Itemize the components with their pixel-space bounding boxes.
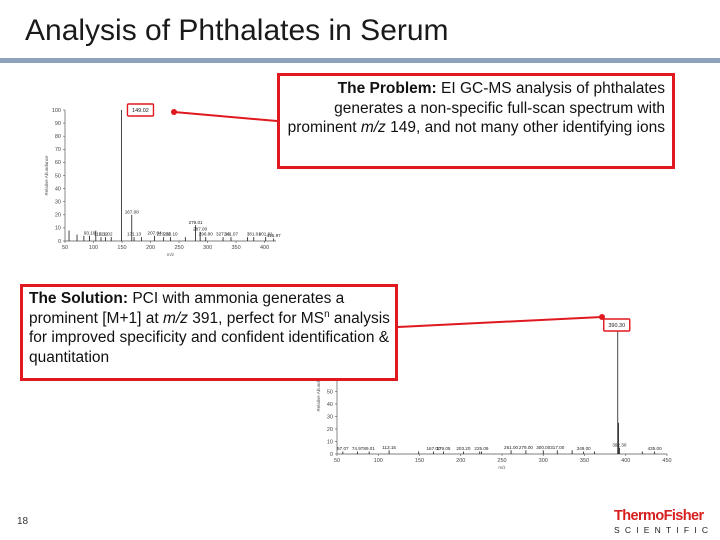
slide-title: Analysis of Phthalates in Serum [25,14,449,47]
peak-label: 167.00 [426,446,440,451]
base-peak-label: 149.02 [132,108,149,114]
peak-label: 296.80 [199,232,213,237]
peak-label: 349.00 [577,446,591,451]
peak-label: 93.10 [84,230,96,235]
problem-text-1: EI GC-MS analysis of phthalates generate… [287,80,665,136]
solution-callout: The Solution: PCI with ammonia generates… [20,284,398,381]
page-number: 18 [17,516,29,527]
y-tick-label: 10 [327,439,333,445]
peak-label: 392.30 [612,442,626,447]
y-axis-title: Relative Abundance [316,371,321,412]
y-tick-label: 60 [55,160,61,166]
x-axis-title: m/z [167,252,175,257]
x-tick-label: 450 [662,458,671,464]
peak-label: 113.15 [382,445,396,450]
base-peak-box [603,318,631,332]
y-tick-label: 40 [327,402,333,408]
y-axis-title: Relative Abundance [44,155,49,196]
x-tick-label: 100 [89,245,98,251]
x-tick-label: 250 [174,245,183,251]
peak-label: 89.01 [363,446,375,451]
peak-label: 235.10 [164,232,178,237]
x-tick-label: 250 [497,458,506,464]
peak-label: 207.04 [148,230,162,235]
peak-label: 300.00 [536,445,550,450]
solution-sup: n [324,308,330,320]
title-divider [0,58,720,63]
problem-mz: m/z [360,119,386,136]
x-tick-label: 150 [415,458,424,464]
y-tick-label: 80 [55,134,61,140]
ei-spectrum-chart: 0 10 20 30 40 50 60 70 80 90 100 50 100 150 200 250 300 3… [40,98,282,258]
y-tick-label: 30 [55,200,61,206]
x-tick-label: 300 [539,458,548,464]
x-tick-label: 100 [374,458,383,464]
base-peak-box [126,103,155,117]
x-axis-title: m/z [498,465,506,470]
x-tick-label: 300 [203,245,212,251]
problem-heading: The Problem: [337,80,437,97]
base-peak-label: 390.30 [608,323,625,329]
y-tick-label: 0 [58,239,61,245]
peak-label: 74.97 [352,446,364,451]
logo-brand: ThermoFisher [614,508,704,524]
peak-label: 415.97 [267,233,281,238]
peak-label: 179.05 [436,446,450,451]
peak-label: 327.16 [216,232,230,237]
ei-spectrum-svg: 0 10 20 30 40 50 60 70 80 90 100 50 100 150 200 250 300 3… [44,103,281,257]
y-tick-label: 50 [55,173,61,179]
x-tick-label: 350 [231,245,240,251]
peak-label: 401.91 [259,232,273,237]
problem-callout: The Problem: EI GC-MS analysis of phthal… [277,73,675,169]
y-tick-label: 0 [330,452,333,458]
solution-text-1: PCI with ammonia generates a prominent [… [29,290,345,327]
y-tick-label: 40 [55,186,61,192]
y-tick-label: 10 [55,226,61,232]
logo-sub: SCIENTIFIC [614,525,714,535]
solution-mz: m/z [162,309,188,327]
peak-label: 435.00 [648,446,662,451]
peak-label: 113.12 [94,232,108,237]
peak-label: 171.13 [127,232,141,237]
peak-label: 381.01 [247,232,261,237]
peak-label: 341.07 [224,232,238,237]
peak-label: 279.01 [189,220,203,225]
y-tick-label: 30 [327,414,333,420]
x-tick-label: 50 [334,458,340,464]
x-tick-label: 350 [580,458,589,464]
peak-label: 223.02 [157,232,171,237]
x-tick-label: 50 [62,245,68,251]
y-tick-label: 100 [52,108,61,114]
peak-label: 287.00 [193,226,207,231]
y-tick-label: 20 [55,213,61,219]
thermofisher-logo: ThermoFisher SCIENTIFIC [614,508,712,535]
solution-text-3: analysis for improved specificity and co… [29,309,390,366]
peak-label: 203.20 [456,446,470,451]
x-tick-label: 200 [456,458,465,464]
peak-label: 121.02 [98,232,112,237]
y-tick-label: 90 [55,121,61,127]
peak-label: 317.00 [550,445,564,450]
solution-text-2: 391, perfect for MS [187,309,325,327]
problem-text-2: 149, and not many other identifying ions [385,119,665,136]
x-tick-label: 150 [117,245,126,251]
peak-label: 261.00 [504,445,518,450]
peak-label: 225.09 [474,446,488,451]
x-tick-label: 400 [621,458,630,464]
y-tick-label: 20 [327,427,333,433]
peak-label: 167.08 [125,209,139,214]
y-tick-label: 50 [327,389,333,395]
peak-label: 279.00 [519,445,533,450]
x-tick-label: 400 [260,245,269,251]
solution-heading: The Solution: [29,290,129,307]
peak-label: 57.07 [337,446,349,451]
x-tick-label: 200 [146,245,155,251]
y-tick-label: 70 [55,147,61,153]
